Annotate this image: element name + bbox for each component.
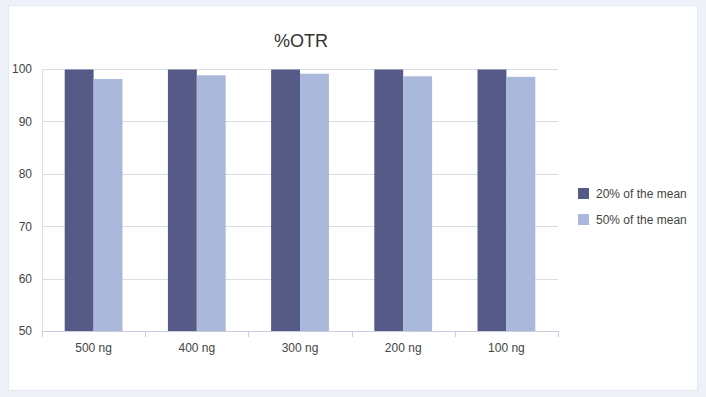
- bar: [300, 74, 329, 331]
- x-band-separator: [248, 331, 249, 337]
- x-tick: 100 ng: [488, 331, 525, 355]
- y-tick: 70: [19, 220, 42, 234]
- legend-swatch: [578, 214, 589, 225]
- x-tick-label: 200 ng: [385, 341, 422, 355]
- x-tick: 200 ng: [385, 331, 422, 355]
- title: %OTR: [274, 31, 328, 51]
- x-band-separator: [352, 331, 353, 337]
- grid: [42, 70, 558, 332]
- bar: [271, 70, 300, 331]
- x-tick: 500 ng: [75, 331, 112, 355]
- x-tick: 300 ng: [282, 331, 319, 355]
- y-tick-label: 70: [19, 220, 33, 234]
- panel: [9, 6, 698, 391]
- bar: [197, 75, 226, 331]
- bar: [168, 70, 197, 331]
- x-tick-label: 300 ng: [282, 341, 319, 355]
- bar: [94, 79, 123, 331]
- grid-line: [42, 331, 558, 332]
- series: [65, 70, 507, 331]
- y-tick-label: 90: [19, 115, 33, 129]
- x-axis-line: [43, 331, 559, 332]
- bar: [374, 70, 403, 331]
- x-tick-label: 100 ng: [488, 341, 525, 355]
- legend-item: 50% of the mean: [578, 213, 687, 227]
- y-tick: 100: [12, 62, 42, 76]
- bars: [65, 70, 536, 331]
- bar: [65, 70, 94, 331]
- y-tick: 50: [19, 324, 42, 338]
- legend: 20% of the mean 50% of the mean: [578, 187, 687, 227]
- x-axis: 500 ng 400 ng 300 ng 200 ng 100 ng: [43, 331, 559, 355]
- series: [94, 74, 536, 331]
- y-tick: 90: [19, 115, 42, 129]
- x-band-separator: [42, 331, 43, 337]
- x-band-separator: [558, 331, 559, 337]
- y-tick-label: 50: [19, 324, 33, 338]
- y-axis: 50 60 70 80 90 100: [12, 62, 43, 338]
- x-tick-label: 500 ng: [75, 341, 112, 355]
- y-tick-label: 80: [19, 167, 33, 181]
- legend-label: 50% of the mean: [596, 213, 687, 227]
- bar: [403, 76, 432, 331]
- x-band-separator: [145, 331, 146, 337]
- bar: [506, 77, 535, 331]
- y-tick: 80: [19, 167, 42, 181]
- x-tick: 400 ng: [178, 331, 215, 355]
- x-tick-label: 400 ng: [178, 341, 215, 355]
- y-axis-line: [42, 70, 43, 332]
- legend-label: 20% of the mean: [596, 187, 687, 201]
- chart: %OTR 50 60 70 80 90 100 500 ng 400 ng 300 ng 200 n…: [0, 0, 706, 397]
- y-tick: 60: [19, 272, 42, 286]
- y-tick-label: 60: [19, 272, 33, 286]
- y-tick-label: 100: [12, 62, 32, 76]
- legend-swatch: [578, 188, 589, 199]
- legend-item: 20% of the mean: [578, 187, 687, 201]
- x-band-separator: [455, 331, 456, 337]
- bar: [478, 70, 507, 331]
